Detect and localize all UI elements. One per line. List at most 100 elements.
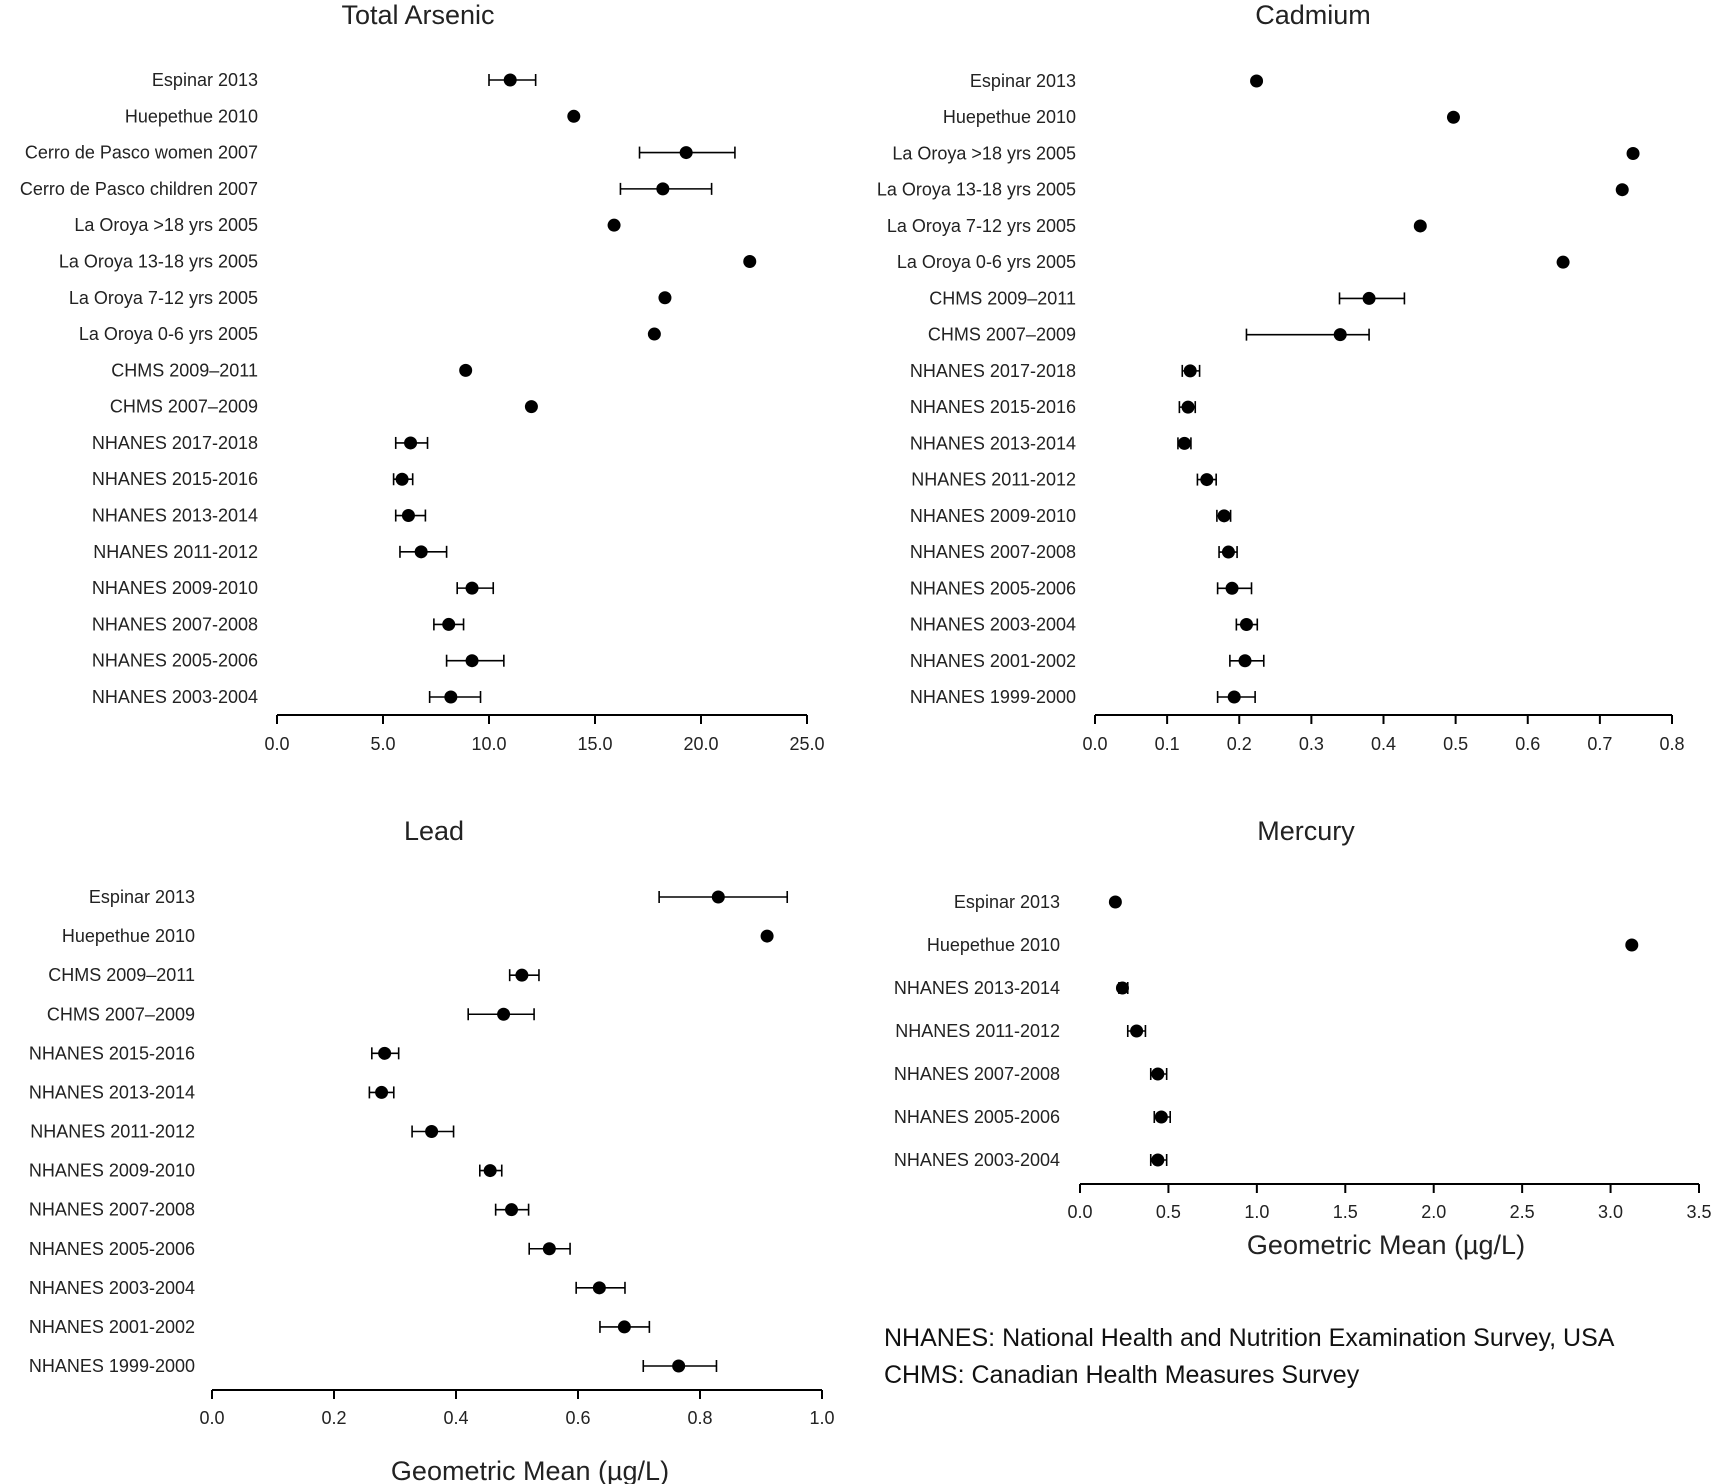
data-point [442,617,456,631]
category-label: NHANES 2013-2014 [910,433,1076,453]
category-label: NHANES 2005-2006 [92,651,258,671]
category-label: Espinar 2013 [970,71,1076,91]
data-point [1626,146,1640,160]
category-label: La Oroya >18 yrs 2005 [892,143,1076,163]
data-point [1227,690,1241,704]
data-point [1238,654,1252,668]
data-point [672,1359,686,1373]
data-point [1181,400,1195,414]
category-label: NHANES 2011-2012 [895,1021,1060,1041]
note-chms: CHMS: Canadian Health Measures Survey [884,1361,1360,1389]
x-tick-label: 0.0 [1067,1202,1092,1222]
category-label: Huepethue 2010 [125,106,258,126]
panel-title: Lead [404,816,464,846]
data-point [658,291,672,305]
data-point [1108,895,1122,909]
data-point [1115,981,1129,995]
x-tick-label: 3.0 [1598,1202,1623,1222]
category-label: NHANES 2003-2004 [910,615,1076,635]
x-tick-label: 1.5 [1333,1202,1358,1222]
x-tick-label: 0.2 [1227,734,1252,754]
category-label: NHANES 2009-2010 [910,506,1076,526]
category-label: NHANES 2011-2012 [911,470,1076,490]
category-label: NHANES 2013-2014 [894,978,1060,998]
panel-title: Cadmium [1255,0,1371,30]
data-point [465,581,479,595]
x-tick-label: 0.1 [1155,734,1180,754]
category-label: Espinar 2013 [954,892,1060,912]
category-label: NHANES 2013-2014 [29,1082,195,1102]
data-point [1151,1067,1165,1081]
data-point [1556,255,1570,269]
category-label: NHANES 2001-2002 [910,651,1076,671]
data-point [711,890,725,904]
data-point [1413,219,1427,233]
x-tick-label: 0.7 [1587,734,1612,754]
x-tick-label: 15.0 [577,734,612,754]
category-label: Espinar 2013 [89,887,195,907]
category-label: Espinar 2013 [152,70,258,90]
data-point [1239,618,1253,632]
x-tick-label: 0.8 [1659,734,1684,754]
category-label: La Oroya 0-6 yrs 2005 [897,252,1076,272]
category-label: NHANES 2009-2010 [29,1161,195,1181]
category-label: NHANES 2011-2012 [93,542,258,562]
data-point [1177,436,1191,450]
x-tick-label: 0.5 [1156,1202,1181,1222]
category-label: CHMS 2007–2009 [110,397,258,417]
data-point [647,327,661,341]
x-tick-label: 0.2 [321,1408,346,1428]
data-point [1250,74,1264,88]
category-label: Huepethue 2010 [943,107,1076,127]
data-point [444,690,458,704]
x-tick-label: 0.8 [687,1408,712,1428]
data-point [679,146,693,160]
data-point [1625,938,1639,952]
category-label: NHANES 2005-2006 [910,578,1076,598]
category-label: La Oroya 0-6 yrs 2005 [79,324,258,344]
category-label: Huepethue 2010 [62,926,195,946]
category-label: Cerro de Pasco women 2007 [25,143,258,163]
panel-title: Mercury [1257,816,1355,846]
data-point [465,654,479,668]
category-label: NHANES 2013-2014 [92,506,258,526]
x-tick-label: 25.0 [789,734,824,754]
data-point [760,929,774,943]
data-point [542,1242,556,1256]
x-tick-label: 1.0 [1244,1202,1269,1222]
x-tick-label: 0.6 [1515,734,1540,754]
x-tick-label: 0.5 [1443,734,1468,754]
x-tick-label: 0.0 [1082,734,1107,754]
data-point [483,1164,497,1178]
data-point [375,1085,389,1099]
data-point [524,400,538,414]
category-label: CHMS 2007–2009 [47,1004,195,1024]
x-tick-label: 5.0 [370,734,395,754]
data-point [1183,364,1197,378]
category-label: NHANES 2005-2006 [29,1239,195,1259]
x-tick-label: 0.6 [565,1408,590,1428]
data-point [1200,473,1214,487]
data-point [395,472,409,486]
data-point [1446,110,1460,124]
category-label: NHANES 2017-2018 [92,433,258,453]
category-label: NHANES 2005-2006 [894,1107,1060,1127]
data-point [607,218,621,232]
category-label: NHANES 2011-2012 [30,1122,195,1142]
category-label: NHANES 2001-2002 [29,1317,195,1337]
data-point [1615,183,1629,197]
data-point [617,1320,631,1334]
x-tick-label: 0.0 [264,734,289,754]
data-point [743,254,757,268]
x-tick-label: 2.5 [1510,1202,1535,1222]
data-point [497,1007,511,1021]
category-label: NHANES 2007-2008 [92,614,258,634]
category-label: La Oroya 13-18 yrs 2005 [877,180,1076,200]
category-label: NHANES 2015-2016 [29,1043,195,1063]
x-tick-label: 0.3 [1299,734,1324,754]
data-point [1225,581,1239,595]
category-label: CHMS 2009–2011 [929,288,1076,308]
category-label: NHANES 2015-2016 [910,397,1076,417]
category-label: NHANES 2003-2004 [92,687,258,707]
data-point [567,109,581,123]
